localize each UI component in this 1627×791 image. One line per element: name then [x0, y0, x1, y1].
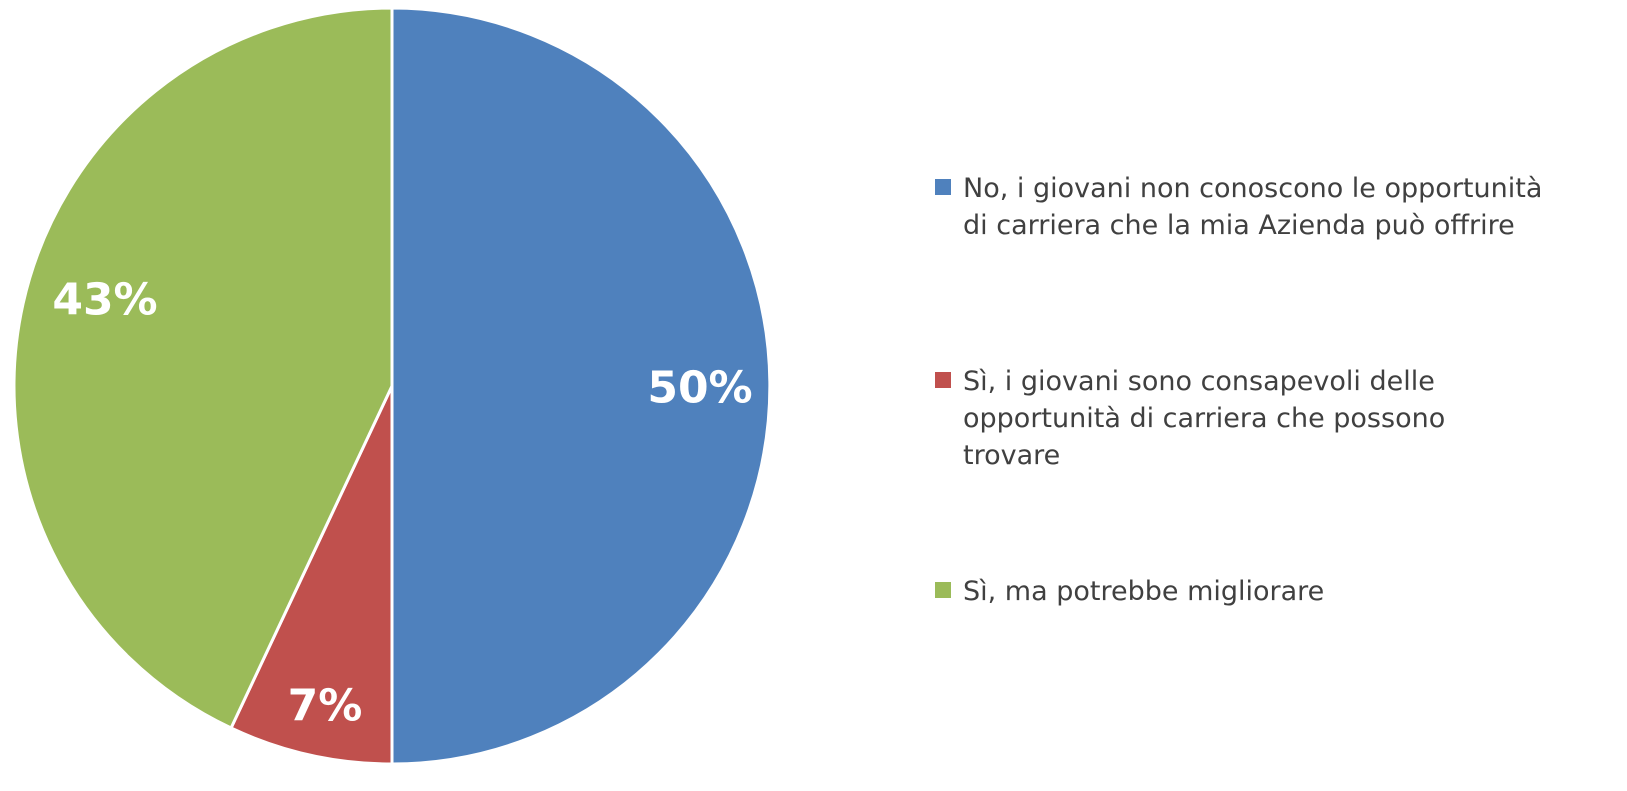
legend-item-3: Sì, ma potrebbe migliorare — [935, 573, 1603, 610]
pie-slice-1 — [390, 6, 772, 766]
legend-swatch-1 — [935, 179, 951, 195]
pie-chart-canvas: 50% 7% 43% — [12, 6, 772, 766]
legend-item-1: No, i giovani non conoscono le opportuni… — [935, 170, 1603, 244]
slice-data-label-1: 50% — [647, 363, 752, 414]
legend-swatch-2 — [935, 372, 951, 388]
legend-item-2: Sì, i giovani sono consapevoli delle opp… — [935, 363, 1603, 474]
pie-slice-2 — [229, 384, 394, 766]
legend-label-3: Sì, ma potrebbe migliorare — [963, 576, 1325, 607]
slice-data-label-2: 7% — [288, 681, 363, 732]
legend-swatch-3 — [935, 582, 951, 598]
pie-slice-3 — [12, 6, 394, 730]
slice-data-label-3: 43% — [52, 275, 157, 326]
pie-chart: 50% 7% 43% — [12, 6, 772, 766]
legend-label-1: No, i giovani non conoscono le opportuni… — [963, 173, 1543, 241]
legend-label-2: Sì, i giovani sono consapevoli delle opp… — [963, 366, 1446, 471]
